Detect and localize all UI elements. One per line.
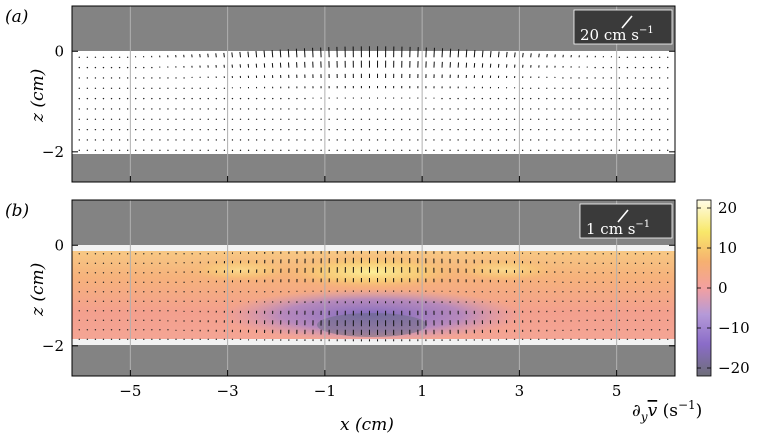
xtick-label-5: 5 [612,382,622,400]
colorbar-tick-label-3: −10 [718,319,750,337]
panel-b-label: (b) [5,201,29,221]
panel-b: 1 cm s−1 [71,199,676,377]
panel-b-ticks: 0 −2 −5 −3 −1 1 3 5 [42,236,675,400]
colorbar-label: ∂yv (s−1) [632,398,702,424]
colorbar: 20 10 0 −10 −20 ∂yv (s−1) [632,199,750,424]
scale-box-a: 20 cm s−1 [573,9,673,45]
ytick-label-a-0: 0 [54,42,64,60]
panel-a-ticks: 0 −2 [42,42,675,182]
colorbar-tick-label-4: −20 [718,359,750,377]
colorbar-tick-label-1: 10 [718,239,737,257]
panel-a-label: (a) [5,7,28,27]
scale-arrow-a [621,15,633,29]
xtick-label-2: −1 [314,382,336,400]
z-axis-label-b: z (cm) [28,263,48,317]
scale-label-a: 20 cm s−1 [580,25,654,44]
panel-a-frame [71,5,676,183]
panel-b-velocity-vectors [78,250,669,342]
panel-a-fluid-region [72,51,675,154]
scale-label-b: 1 cm s−1 [586,219,650,238]
heatmap-positive-right [450,258,560,282]
panel-a: 20 cm s−1 [71,5,676,183]
z-axis-label-a: z (cm) [28,69,48,123]
colorbar-tick-label-0: 20 [718,199,737,217]
heatmap-positive-left [185,258,295,282]
panel-b-wall-top [72,245,675,251]
heatmap-negative-deep [317,313,427,337]
panel-a-velocity-vectors [78,46,669,152]
x-axis-label: x (cm) [340,415,394,435]
panel-b-frame [71,199,676,377]
ytick-label-b-1: −2 [42,337,64,355]
scale-arrow-b [617,209,629,223]
xtick-label-4: 3 [515,382,525,400]
ytick-label-b-0: 0 [54,236,64,254]
panel-b-wall-bottom [72,339,675,345]
xtick-label-1: −3 [217,382,239,400]
scale-box-b: 1 cm s−1 [579,203,673,239]
colorbar-tick-label-2: 0 [718,279,728,297]
ytick-label-a-1: −2 [42,143,64,161]
xtick-label-3: 1 [417,382,427,400]
xtick-label-0: −5 [119,382,141,400]
